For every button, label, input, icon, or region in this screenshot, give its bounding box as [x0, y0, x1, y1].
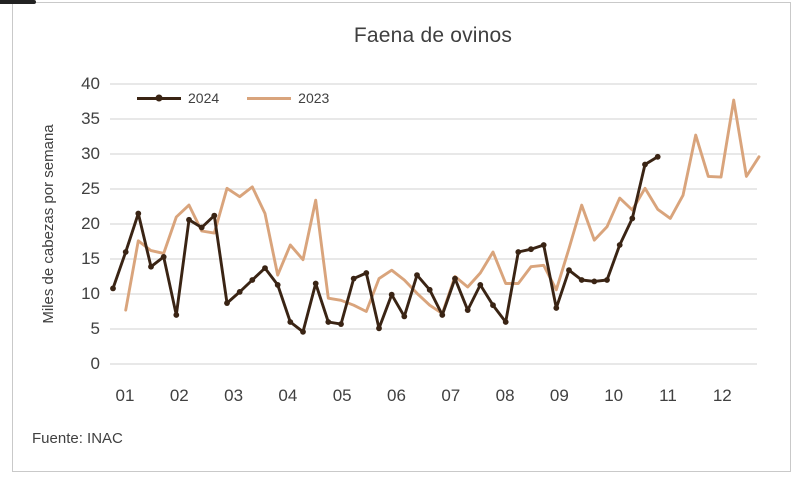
series-marker-2024 — [401, 313, 408, 320]
series-marker-2024 — [540, 242, 547, 248]
series-marker-2024 — [236, 289, 243, 295]
series-marker-2024 — [477, 282, 484, 288]
x-tick-label-08: 08 — [495, 386, 515, 405]
series-marker-2024 — [363, 270, 370, 276]
series-marker-2024 — [249, 277, 256, 283]
series-marker-2024 — [350, 275, 357, 282]
x-tick-label-06: 06 — [387, 386, 406, 405]
series-marker-2024 — [528, 246, 534, 253]
x-tick-label-05: 05 — [332, 386, 352, 405]
series-marker-2024 — [122, 249, 129, 255]
series-marker-2024 — [490, 302, 496, 309]
y-tick-label-10: 10 — [81, 284, 100, 303]
series-line-2023 — [124, 98, 761, 316]
series-marker-2024 — [414, 272, 420, 278]
x-tick-label-12: 12 — [712, 386, 732, 405]
series-marker-2024 — [388, 291, 395, 298]
source-note: Fuente: INAC — [32, 430, 123, 447]
y-tick-label-25: 25 — [81, 179, 100, 198]
chart-title: Faena de ovinos — [353, 24, 513, 47]
x-tick-label-03: 03 — [224, 386, 244, 405]
y-tick-label-5: 5 — [90, 319, 100, 338]
series-marker-2024 — [439, 312, 446, 318]
legend-line-2023-icon — [247, 96, 292, 100]
series-marker-2024 — [376, 325, 382, 332]
series-marker-2024 — [515, 249, 522, 255]
series-marker-2024 — [135, 210, 142, 217]
y-tick-label-15: 15 — [81, 249, 100, 268]
series-marker-2024 — [629, 215, 636, 222]
x-tick-label-07: 07 — [441, 386, 461, 405]
series-marker-2024 — [616, 242, 623, 248]
series-marker-2024 — [148, 263, 154, 270]
series-marker-2024 — [160, 254, 167, 260]
series-marker-2024 — [173, 312, 180, 318]
series-marker-2024 — [224, 300, 230, 306]
series-marker-2024 — [604, 277, 610, 283]
series-marker-2024 — [325, 319, 332, 325]
series-marker-2024 — [566, 267, 572, 274]
x-tick-label-11: 11 — [659, 386, 677, 405]
legend-item-2023: 2023 — [247, 90, 329, 106]
y-tick-label-0: 0 — [90, 354, 100, 373]
series-marker-2024 — [426, 286, 433, 293]
y-tick-label-40: 40 — [81, 74, 100, 93]
series-marker-2024 — [338, 321, 344, 327]
chart-legend: 2024 2023 — [137, 90, 329, 106]
series-marker-2024 — [452, 275, 458, 282]
series-marker-2024 — [464, 307, 471, 313]
legend-item-2024: 2024 — [137, 90, 219, 106]
series-marker-2024 — [502, 319, 509, 325]
series-marker-2024 — [287, 319, 294, 325]
series-marker-2024 — [642, 161, 648, 168]
series-marker-2024 — [262, 265, 268, 271]
legend-marker-2024-icon — [155, 94, 163, 102]
x-tick-label-01: 01 — [115, 386, 135, 405]
series-marker-2024 — [591, 278, 598, 285]
series-marker-2024 — [110, 285, 116, 292]
series-marker-2024 — [300, 328, 306, 335]
series-marker-2024 — [654, 153, 661, 160]
legend-line-2024-icon — [137, 94, 181, 102]
figure-border — [12, 2, 791, 472]
x-tick-label-09: 09 — [549, 386, 569, 405]
y-tick-label-35: 35 — [81, 109, 100, 128]
series-line-2024 — [111, 155, 660, 334]
series-marker-2024 — [578, 277, 585, 283]
legend-label-2024: 2024 — [188, 90, 220, 106]
legend-label-2023: 2023 — [298, 90, 330, 106]
y-tick-label-30: 30 — [81, 144, 100, 163]
y-tick-label-20: 20 — [81, 214, 100, 233]
series-marker-2024 — [312, 280, 319, 287]
series-marker-2024 — [198, 224, 205, 231]
series-marker-2024 — [211, 212, 218, 219]
x-tick-label-02: 02 — [169, 386, 189, 405]
series-marker-2024 — [274, 282, 281, 288]
x-tick-label-10: 10 — [604, 386, 624, 405]
screen-edge-artifact — [0, 0, 36, 4]
series-marker-2024 — [553, 305, 560, 311]
series-marker-2024 — [186, 216, 192, 223]
x-tick-label-04: 04 — [278, 386, 298, 405]
